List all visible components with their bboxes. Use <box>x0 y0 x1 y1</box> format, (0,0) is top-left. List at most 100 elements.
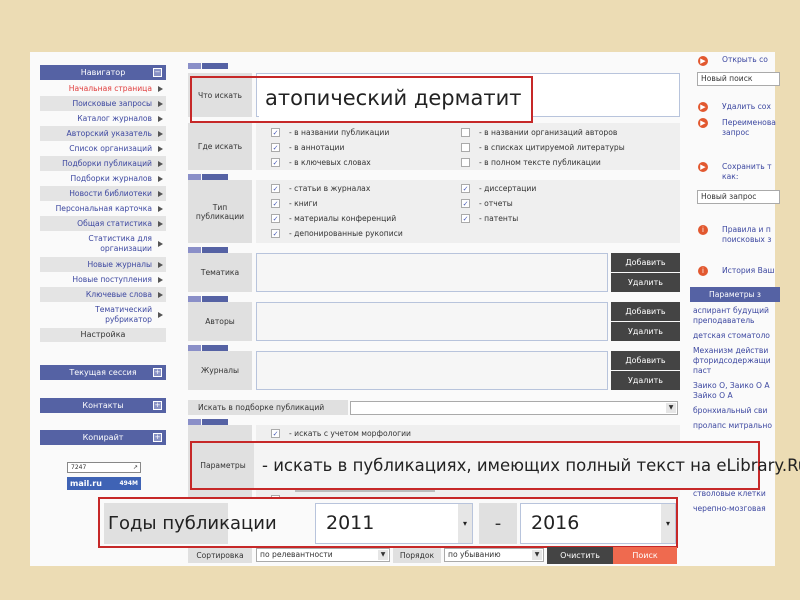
divider <box>188 173 230 180</box>
nav-item-author-index[interactable]: Авторский указатель <box>40 126 166 141</box>
visit-counter[interactable]: 7247 ↗ <box>67 462 141 473</box>
dropdown-icon: ▾ <box>458 504 472 543</box>
search-button[interactable]: Поиск <box>613 547 677 564</box>
play-icon: ▶ <box>698 102 708 112</box>
where-abstract-checkbox[interactable]: ✓ - в аннотации <box>271 143 345 152</box>
dropdown-icon: ▼ <box>532 550 542 560</box>
navigator-title: Навигатор <box>80 68 126 77</box>
rules-link[interactable]: i Правила и п поисковых з <box>695 225 780 247</box>
divider <box>188 295 230 302</box>
nav-item-news[interactable]: Новости библиотеки <box>40 186 166 201</box>
authors-list[interactable] <box>256 302 608 341</box>
info-icon: i <box>698 266 708 276</box>
nav-item-home[interactable]: Начальная страница <box>40 81 166 96</box>
query-input[interactable]: атопический дерматит <box>259 78 531 121</box>
authors-remove-button[interactable]: Удалить <box>611 322 680 341</box>
tag-item[interactable]: пролапс митрально <box>693 421 772 430</box>
nav-item-new-arrivals[interactable]: Новые поступления <box>40 272 166 287</box>
nav-item-journal-collections[interactable]: Подборки журналов <box>40 171 166 186</box>
topic-remove-button[interactable]: Удалить <box>611 273 680 292</box>
tag-item[interactable]: черепно-мозговая <box>693 504 766 513</box>
arrow-right-icon <box>158 276 163 283</box>
nav-item-journals-catalog[interactable]: Каталог журналов <box>40 111 166 126</box>
arrow-right-icon <box>158 205 163 212</box>
journals-remove-button[interactable]: Удалить <box>611 371 680 390</box>
authors-label: Авторы <box>188 302 252 341</box>
topic-list[interactable] <box>256 253 608 292</box>
nav-item-new-journals[interactable]: Новые журналы <box>40 257 166 272</box>
session-panel-header[interactable]: Текущая сессия + <box>40 365 166 380</box>
arrow-right-icon <box>158 291 163 298</box>
nav-item-keywords[interactable]: Ключевые слова <box>40 287 166 302</box>
nav-item-organizations[interactable]: Список организаций <box>40 141 166 156</box>
obscured-option <box>295 489 435 492</box>
arrow-right-icon <box>158 312 163 318</box>
tag-item[interactable]: бронхиальный сви <box>693 406 768 415</box>
where-refs-checkbox[interactable]: - в списках цитируемой литературы <box>461 140 625 155</box>
sort-select[interactable]: по релевантности ▼ <box>256 548 390 562</box>
where-title-checkbox[interactable]: ✓ - в названии публикации <box>271 128 390 137</box>
delete-saved-link[interactable]: ▶ Удалить сох <box>695 102 780 114</box>
tag-item[interactable]: детская стоматоло <box>693 331 770 340</box>
tag-item[interactable]: стволовые клетки <box>693 489 766 498</box>
collapse-icon[interactable]: − <box>153 68 162 77</box>
tag-item[interactable]: аспирант будущий преподаватель <box>693 306 769 325</box>
type-patents-checkbox[interactable]: ✓ - патенты <box>461 214 519 223</box>
year-from-select[interactable]: 2011 ▾ <box>315 503 473 544</box>
expand-icon[interactable]: + <box>153 368 162 377</box>
copyright-panel-header[interactable]: Копирайт + <box>40 430 166 445</box>
tag-item[interactable]: Заико О, Заико О А Зайко О А <box>693 381 770 400</box>
journals-add-button[interactable]: Добавить <box>611 351 680 370</box>
divider <box>188 418 230 425</box>
arrow-icon: ↗ <box>132 464 138 471</box>
play-icon: ▶ <box>698 56 708 66</box>
type-articles-checkbox[interactable]: ✓ - статьи в журналах <box>271 184 371 193</box>
nav-item-settings[interactable]: Настройка <box>40 328 166 342</box>
save-name-input[interactable]: Новый запрос <box>697 190 780 204</box>
year-to-select[interactable]: 2016 ▾ <box>520 503 676 544</box>
saved-query-select[interactable]: Новый поиск <box>697 72 780 86</box>
nav-item-pub-collections[interactable]: Подборки публикаций <box>40 156 166 171</box>
expand-icon[interactable]: + <box>153 433 162 442</box>
where-keywords-checkbox[interactable]: ✓ - в ключевых словах <box>271 158 371 167</box>
authors-add-button[interactable]: Добавить <box>611 302 680 321</box>
contacts-panel-header[interactable]: Контакты + <box>40 398 166 413</box>
where-fulltext-checkbox[interactable]: - в полном тексте публикации <box>461 155 625 170</box>
nav-item-personal-card[interactable]: Персональная карточка <box>40 201 166 216</box>
where-label: Где искать <box>188 123 252 170</box>
expand-icon[interactable]: + <box>153 401 162 410</box>
navigator-header[interactable]: Навигатор − <box>40 65 166 80</box>
dropdown-icon: ▼ <box>666 403 676 413</box>
nav-item-rubricator[interactable]: Тематический рубрикатор <box>40 302 166 328</box>
type-manuscripts-checkbox[interactable]: ✓ - депонированные рукописи <box>271 229 403 238</box>
dropdown-icon: ▼ <box>378 550 388 560</box>
journals-list[interactable] <box>256 351 608 390</box>
morphology-checkbox[interactable]: ✓ - искать с учетом морфологии <box>271 429 411 438</box>
where-org-checkbox[interactable]: - в названии организаций авторов <box>461 125 625 140</box>
type-options: ✓ - статьи в журналах ✓ - книги ✓ - материа… <box>256 180 680 243</box>
tag-item[interactable]: Механизм действи фторидсодержащи паст <box>693 346 771 375</box>
mail-ru-counter[interactable]: mail.ru 494M <box>67 477 141 490</box>
history-link[interactable]: i История Ваш <box>695 266 780 278</box>
topic-add-button[interactable]: Добавить <box>611 253 680 272</box>
query-highlight <box>190 76 533 123</box>
arrow-right-icon <box>158 190 163 197</box>
nav-item-queries[interactable]: Поисковые запросы <box>40 96 166 111</box>
collection-select[interactable]: ▼ <box>350 401 678 415</box>
save-as-link[interactable]: ▶ Сохранить т как: <box>695 162 780 184</box>
type-books-checkbox[interactable]: ✓ - книги <box>271 199 318 208</box>
info-icon: i <box>698 225 708 235</box>
type-conferences-checkbox[interactable]: ✓ - материалы конференций <box>271 214 397 223</box>
type-dissertations-checkbox[interactable]: ✓ - диссертации <box>461 184 537 193</box>
params-highlight: Параметры - искать в публикациях, имеющи… <box>190 441 800 490</box>
order-select[interactable]: по убыванию ▼ <box>444 548 544 562</box>
nav-item-statistics[interactable]: Общая статистика <box>40 216 166 231</box>
where-options: ✓ - в названии публикации ✓ - в аннотации … <box>256 123 680 170</box>
fulltext-option[interactable]: - искать в публикациях, имеющих полный т… <box>262 456 800 475</box>
saved-tags-list: аспирант будущий преподаватель детская с… <box>693 306 780 519</box>
open-saved-link[interactable]: ▶ Открыть со <box>695 55 780 75</box>
type-reports-checkbox[interactable]: ✓ - отчеты <box>461 199 513 208</box>
rename-link[interactable]: ▶ Переименова запрос <box>695 118 780 140</box>
clear-button[interactable]: Очистить <box>547 547 613 564</box>
nav-item-org-statistics[interactable]: Статистика для организации <box>40 231 166 257</box>
